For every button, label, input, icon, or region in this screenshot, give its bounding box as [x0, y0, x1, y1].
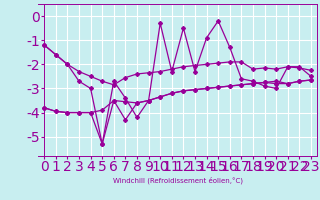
X-axis label: Windchill (Refroidissement éolien,°C): Windchill (Refroidissement éolien,°C) — [113, 177, 243, 184]
